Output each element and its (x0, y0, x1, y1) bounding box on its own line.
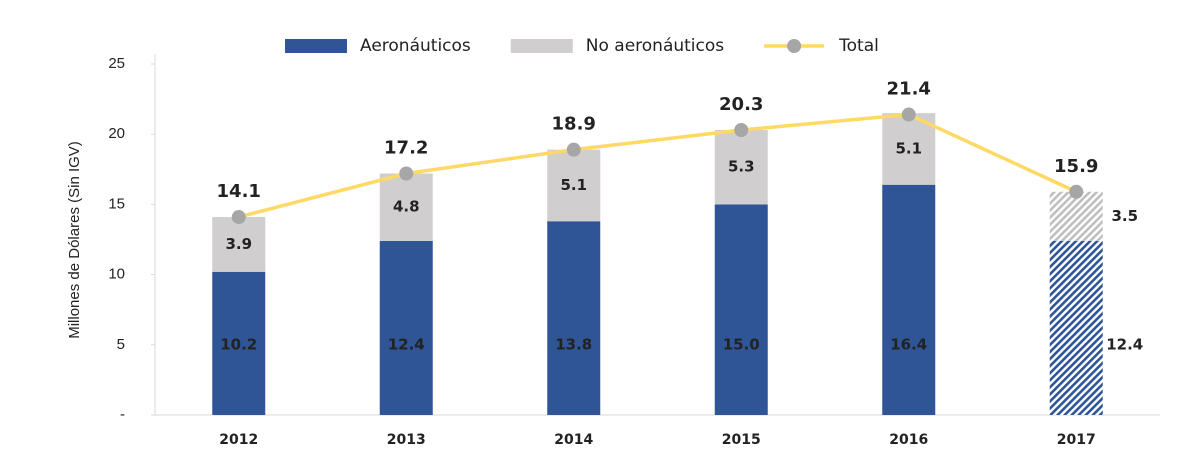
bar-segment (1049, 240, 1103, 415)
bar-segment (379, 240, 433, 415)
x-tick-label: 2012 (219, 432, 258, 448)
bar-segment (882, 113, 936, 185)
legend-swatch (787, 39, 802, 53)
bar-segment (547, 221, 601, 415)
legend-label: No aeronáuticos (586, 36, 725, 56)
data-label: 5.3 (728, 158, 755, 176)
y-tick-label: - (120, 406, 125, 423)
bar-segment (714, 129, 768, 205)
total-label: 20.3 (719, 94, 763, 115)
data-label: 10.2 (220, 335, 257, 353)
y-tick-label: 20 (108, 125, 125, 142)
data-label: 5.1 (895, 139, 922, 157)
data-label: 3.9 (225, 235, 252, 253)
line-marker (566, 142, 581, 157)
data-label: 3.5 (1111, 207, 1138, 225)
total-label: 15.9 (1054, 156, 1098, 177)
total-label: 21.4 (887, 79, 931, 100)
data-label: 12.4 (388, 335, 425, 353)
line-marker (399, 166, 414, 181)
legend-label: Aeronáuticos (360, 36, 471, 56)
bar-segment (1049, 191, 1103, 241)
bar-segment (379, 173, 433, 241)
bar-segment (212, 217, 266, 272)
legend-swatch (285, 39, 347, 53)
bar-segment (714, 204, 768, 415)
line (238, 112, 1077, 219)
x-tick-label: 2013 (387, 432, 426, 448)
x-tick-label: 2015 (722, 432, 761, 448)
bar-segment (212, 271, 266, 415)
data-label: 15.0 (723, 335, 760, 353)
data-label: 5.1 (560, 176, 587, 194)
x-tick-label: 2017 (1057, 432, 1096, 448)
total-label: 14.1 (217, 181, 261, 202)
y-tick-label: 25 (108, 55, 125, 72)
y-tick-label: 15 (108, 195, 125, 212)
y-tick-label: 5 (117, 336, 125, 353)
total-label: 18.9 (552, 114, 596, 135)
bar-segment (547, 149, 601, 222)
data-label: 13.8 (555, 335, 592, 353)
line-marker (734, 122, 749, 137)
x-tick-label: 2014 (554, 432, 593, 448)
y-axis-label: Millones de Dólares (Sin IGV) (66, 141, 83, 339)
legend-label: Total (838, 36, 879, 56)
data-label: 16.4 (890, 335, 927, 353)
data-label: 4.8 (393, 198, 420, 216)
line-marker (901, 107, 916, 122)
x-tick-label: 2016 (889, 432, 928, 448)
line-marker (231, 210, 246, 225)
y-tick-label: 10 (108, 266, 125, 283)
legend-swatch (510, 39, 573, 53)
line-marker (1069, 184, 1084, 199)
total-label: 17.2 (384, 138, 428, 159)
data-label: 12.4 (1106, 335, 1143, 353)
bar-segment (882, 184, 936, 415)
